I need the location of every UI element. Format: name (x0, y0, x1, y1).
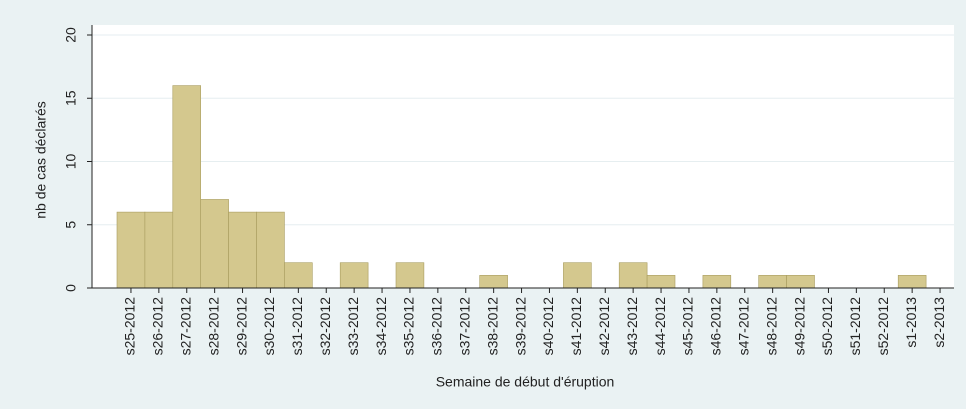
x-tick-label: s46-2012 (708, 297, 724, 356)
bar (786, 275, 815, 289)
x-tick-label: s32-2012 (317, 297, 333, 356)
bar (339, 262, 369, 289)
bar (144, 211, 174, 289)
x-axis-title: Semaine de début d'éruption (436, 374, 615, 390)
x-tick-label: s42-2012 (596, 297, 612, 356)
x-tick-label: s1-2013 (903, 297, 919, 348)
x-tick-label: s2-2013 (931, 297, 947, 348)
x-tick-label: s51-2012 (847, 297, 863, 356)
y-tick-label: 20 (63, 27, 79, 43)
x-tick-label: s45-2012 (680, 297, 696, 356)
x-tick-label: s36-2012 (429, 297, 445, 356)
x-tick-label: s50-2012 (819, 297, 835, 356)
x-tick-label: s26-2012 (150, 297, 166, 356)
y-tick-label: 15 (63, 90, 79, 106)
bar (200, 199, 229, 289)
bar (897, 275, 927, 289)
x-tick-label: s25-2012 (122, 297, 138, 356)
x-tick-label: s44-2012 (652, 297, 668, 356)
x-tick-label: s34-2012 (373, 297, 389, 356)
bar (646, 275, 676, 289)
y-tick-label: 0 (63, 284, 79, 292)
x-tick-label: s38-2012 (484, 297, 500, 356)
y-tick-label: 5 (63, 221, 79, 229)
bar (256, 211, 285, 289)
bar (758, 275, 787, 289)
bar (395, 262, 425, 289)
x-tick-label: s48-2012 (763, 297, 779, 356)
x-tick-label: s41-2012 (568, 297, 584, 356)
x-tick-label: s39-2012 (512, 297, 528, 356)
bar (618, 262, 648, 289)
x-tick-label: s29-2012 (233, 297, 249, 356)
bar (172, 85, 202, 289)
x-tick-label: s30-2012 (261, 297, 277, 356)
x-tick-label: s31-2012 (289, 297, 305, 356)
bar (563, 262, 592, 289)
x-tick-label: s28-2012 (205, 297, 221, 356)
bar (284, 262, 313, 289)
x-tick-label: s37-2012 (456, 297, 472, 356)
bar (479, 275, 508, 289)
bar (116, 211, 146, 289)
y-tick-label: 10 (63, 154, 79, 170)
x-tick-label: s40-2012 (540, 297, 556, 356)
x-tick-label: s49-2012 (791, 297, 807, 356)
bar (702, 275, 732, 289)
x-tick-label: s43-2012 (624, 297, 640, 356)
bar (228, 211, 257, 289)
x-tick-label: s35-2012 (401, 297, 417, 356)
y-axis-title: nb de cas déclarés (33, 101, 49, 219)
x-tick-label: s47-2012 (735, 297, 751, 356)
x-tick-label: s27-2012 (177, 297, 193, 356)
x-tick-label: s52-2012 (875, 297, 891, 356)
x-tick-label: s33-2012 (345, 297, 361, 356)
